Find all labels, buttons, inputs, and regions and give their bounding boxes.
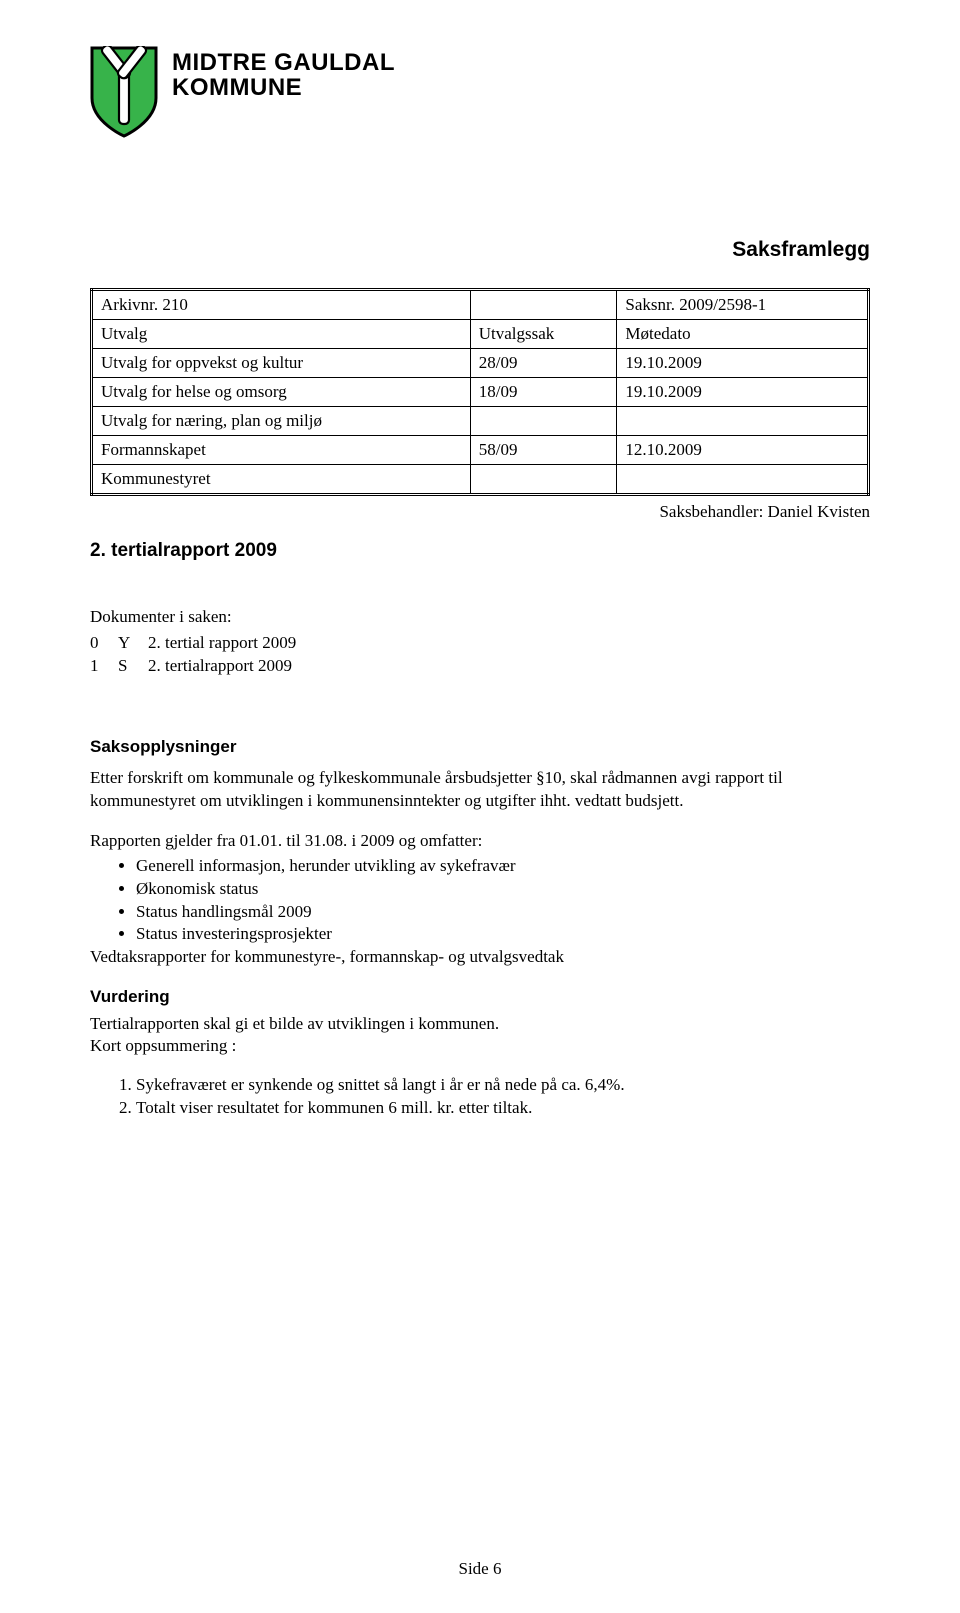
doc-type: Y [118,632,138,654]
report-heading: 2. tertialrapport 2009 [90,540,870,562]
list-item: Status investeringsprosjekter [136,923,870,946]
col-utvalg-header: Utvalg [92,320,471,349]
paragraph: Kort oppsummering : [90,1035,870,1057]
saksopplysninger-heading: Saksopplysninger [90,737,870,757]
col-utvalgssak-header: Utvalgssak [470,320,617,349]
list-item: Sykefraværet er synkende og snittet så l… [136,1074,870,1097]
summary-list: Sykefraværet er synkende og snittet så l… [90,1074,870,1120]
doc-type: S [118,655,138,677]
row-utvalg: Utvalg for helse og omsorg [92,378,471,407]
list-item: 0 Y 2. tertial rapport 2009 [90,632,870,654]
arkivnr-cell: Arkivnr. 210 [92,290,471,320]
case-handler-label: Saksbehandler: Daniel Kvisten [90,502,870,522]
page-number: Side 6 [0,1559,960,1579]
doc-title: 2. tertial rapport 2009 [148,632,296,654]
row-utvalg: Formannskapet [92,436,471,465]
municipal-shield-icon [90,46,158,138]
row-utvalg: Utvalg for næring, plan og miljø [92,407,471,436]
row-date: 19.10.2009 [617,378,869,407]
table-row: Kommunestyret [92,465,869,495]
letterhead: MIDTRE GAULDAL KOMMUNE [90,46,870,138]
org-line2: KOMMUNE [172,75,395,100]
table-row: Utvalg for helse og omsorg 18/09 19.10.2… [92,378,869,407]
report-scope-list: Generell informasjon, herunder utvikling… [90,855,870,947]
documents-section: Dokumenter i saken: 0 Y 2. tertial rappo… [90,606,870,677]
document-title: Saksframlegg [90,238,870,262]
list-item: Totalt viser resultatet for kommunen 6 m… [136,1097,870,1120]
row-utvalgssak: 58/09 [470,436,617,465]
row-date: 12.10.2009 [617,436,869,465]
list-item: 1 S 2. tertialrapport 2009 [90,655,870,677]
case-table: Arkivnr. 210 Saksnr. 2009/2598-1 Utvalg … [90,288,870,496]
saksnr-cell: Saksnr. 2009/2598-1 [617,290,869,320]
doc-title: 2. tertialrapport 2009 [148,655,292,677]
doc-index: 1 [90,655,108,677]
org-line1: MIDTRE GAULDAL [172,50,395,75]
table-row: Utvalg for oppvekst og kultur 28/09 19.1… [92,349,869,378]
vurdering-heading: Vurdering [90,987,870,1007]
row-date [617,465,869,495]
doc-index: 0 [90,632,108,654]
table-row: Utvalg for næring, plan og miljø [92,407,869,436]
paragraph: Etter forskrift om kommunale og fylkesko… [90,767,870,812]
row-utvalgssak: 28/09 [470,349,617,378]
blank-cell [470,290,617,320]
list-item: Økonomisk status [136,878,870,901]
paragraph: Rapporten gjelder fra 01.01. til 31.08. … [90,830,870,852]
row-utvalgssak: 18/09 [470,378,617,407]
row-utvalg: Utvalg for oppvekst og kultur [92,349,471,378]
row-utvalgssak [470,465,617,495]
row-date [617,407,869,436]
col-motedato-header: Møtedato [617,320,869,349]
row-utvalg: Kommunestyret [92,465,471,495]
document-page: MIDTRE GAULDAL KOMMUNE Saksframlegg Arki… [0,0,960,1613]
list-item: Status handlingsmål 2009 [136,901,870,924]
row-utvalgssak [470,407,617,436]
paragraph: Vedtaksrapporter for kommunestyre-, form… [90,946,870,968]
table-row: Formannskapet 58/09 12.10.2009 [92,436,869,465]
paragraph: Tertialrapporten skal gi et bilde av utv… [90,1013,870,1035]
documents-heading: Dokumenter i saken: [90,606,870,628]
organization-name: MIDTRE GAULDAL KOMMUNE [172,50,395,100]
list-item: Generell informasjon, herunder utvikling… [136,855,870,878]
documents-list: 0 Y 2. tertial rapport 2009 1 S 2. terti… [90,632,870,677]
row-date: 19.10.2009 [617,349,869,378]
